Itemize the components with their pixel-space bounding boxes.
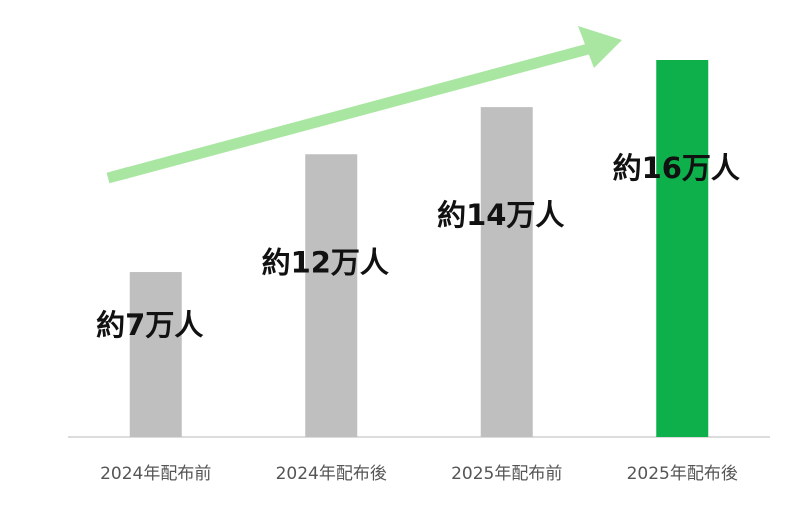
value-label: 約14万人 [437, 198, 564, 232]
bar [305, 154, 358, 437]
value-label: 約7万人 [96, 308, 203, 342]
bar [129, 272, 182, 437]
value-label: 約12万人 [262, 245, 389, 279]
bar [656, 60, 709, 437]
x-tick-label: 2024年配布後 [276, 464, 387, 484]
value-label: 約16万人 [613, 151, 740, 185]
trend-arrow [106, 26, 622, 184]
x-tick-label: 2025年配布後 [627, 464, 738, 484]
bar [480, 107, 533, 437]
x-tick-label: 2024年配布前 [100, 464, 211, 484]
x-tick-label: 2025年配布前 [451, 464, 562, 484]
